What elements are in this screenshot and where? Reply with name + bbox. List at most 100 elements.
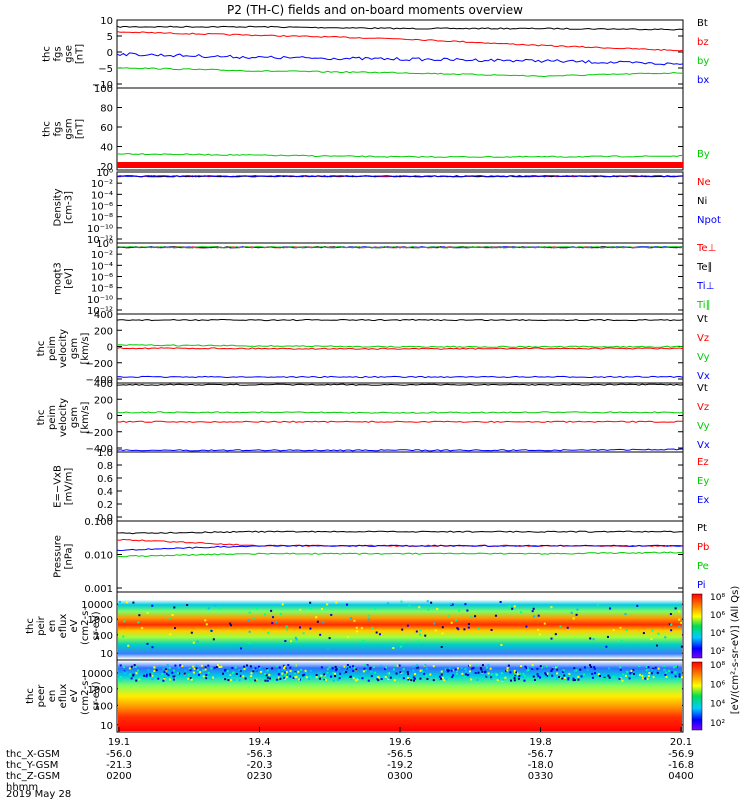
spectrogram-pixel — [514, 671, 517, 674]
spectrogram-pixel — [226, 670, 229, 673]
spectrogram-pixel — [319, 633, 322, 636]
spectrogram-pixel — [641, 676, 644, 679]
spectrogram-pixel — [602, 679, 605, 682]
spectrogram-pixel — [171, 671, 174, 674]
spectrogram-pixel — [174, 664, 177, 667]
ephemeris-value: -16.8 — [668, 760, 694, 771]
y-tick-label: 10⁻⁶ — [91, 202, 113, 213]
spectrogram-pixel — [351, 677, 354, 680]
spectrogram-pixel — [625, 628, 628, 631]
spectrogram-pixel — [284, 640, 287, 643]
spectrogram-pixel — [518, 672, 521, 675]
y-axis-label: en — [47, 690, 58, 703]
spectrogram-pixel — [586, 668, 589, 671]
spectrogram-pixel — [123, 671, 126, 674]
spectrogram-pixel — [168, 678, 171, 681]
y-tick-label: 10⁻¹⁰ — [87, 224, 113, 235]
spectrogram-pixel — [624, 613, 627, 616]
spectrogram-pixel — [652, 676, 655, 679]
spectrogram-pixel — [668, 623, 671, 626]
panel-frame — [116, 19, 684, 89]
y-axis-label: velocity — [58, 329, 69, 368]
spectrogram-pixel — [425, 674, 428, 677]
y-tick-label: 0.2 — [97, 500, 113, 511]
spectrogram-pixel — [650, 672, 653, 675]
spectrogram-pixel — [247, 619, 250, 622]
spectrogram-pixel — [210, 677, 213, 680]
y-tick-label: 60 — [100, 123, 113, 134]
spectrogram-pixel — [345, 671, 348, 674]
spectrogram-pixel — [305, 671, 308, 674]
spectrogram-pixel — [678, 675, 681, 678]
spectrogram-pixel — [583, 673, 586, 676]
colorbar-tick-label: 10² — [710, 647, 725, 657]
spectrogram-pixel — [407, 678, 410, 681]
spectrogram-pixel — [248, 630, 251, 633]
spectrogram-pixel — [563, 674, 566, 677]
spectrogram-pixel — [259, 667, 262, 670]
y-tick-label: 200 — [94, 326, 113, 337]
spectrogram-pixel — [303, 673, 306, 676]
spectrogram-pixel — [656, 671, 659, 674]
spectrogram-pixel — [504, 676, 507, 679]
spectrogram-pixel — [531, 667, 534, 670]
legend-entry: Vz — [697, 402, 709, 413]
spectrogram-pixel — [343, 670, 346, 673]
spectrogram-pixel — [237, 674, 240, 677]
spectrogram-pixel — [573, 667, 576, 670]
spectrogram-pixel — [332, 672, 335, 675]
spectrogram-pixel — [612, 629, 615, 632]
spectrogram-pixel — [168, 617, 171, 620]
spectrogram-pixel — [593, 666, 596, 669]
spectrogram-pixel — [385, 666, 388, 669]
spectrogram-pixel — [252, 668, 255, 671]
spectrogram-pixel — [335, 669, 338, 672]
spectrogram-pixel — [412, 669, 415, 672]
spectrogram-pixel — [465, 667, 468, 670]
spectrogram-pixel — [467, 674, 470, 677]
spectrogram-pixel — [591, 676, 594, 679]
spectrogram-pixel — [196, 672, 199, 675]
spectrogram-pixel — [380, 678, 383, 681]
spectrogram-pixel — [267, 631, 270, 634]
legend-entry: Vx — [697, 371, 710, 382]
legend-entry: Vt — [697, 314, 708, 325]
colorbar-tick-label: 10⁴ — [710, 629, 725, 639]
series-line-bz — [116, 31, 684, 52]
spectrogram-pixel — [416, 666, 419, 669]
spectrogram-pixel — [570, 611, 573, 614]
spectrogram-pixel — [572, 677, 575, 680]
spectrogram-pixel — [606, 635, 609, 638]
y-tick-label: 100 — [94, 701, 113, 712]
spectrogram-pixel — [387, 602, 390, 605]
spectrogram-pixel — [266, 669, 269, 672]
spectrogram-pixel — [500, 643, 503, 646]
spectrogram-pixel — [297, 670, 300, 673]
spectrogram-pixel — [350, 666, 353, 669]
y-axis-label: thc — [36, 410, 47, 426]
spectrogram-pixel — [652, 667, 655, 670]
spectrogram-pixel — [632, 672, 635, 675]
spectrogram-pixel — [398, 675, 401, 678]
spectrogram-pixel — [516, 673, 519, 676]
spectrogram-pixel — [523, 674, 526, 677]
panel-frame — [116, 87, 684, 171]
spectrogram-pixel — [353, 619, 356, 622]
spectrogram-pixel — [210, 667, 213, 670]
spectrogram-pixel — [205, 674, 208, 677]
spectrogram-pixel — [418, 606, 421, 609]
series-line-Vt — [117, 383, 684, 386]
spectrogram-pixel — [302, 632, 305, 635]
spectrogram-pixel — [331, 667, 334, 670]
legend-entry: Vx — [697, 440, 710, 451]
legend-entry: Ey — [697, 476, 709, 487]
spectrogram-pixel — [362, 670, 365, 673]
spectrogram-pixel — [677, 677, 680, 680]
spectrogram-pixel — [315, 674, 318, 677]
series-line-bx — [116, 52, 684, 66]
spectrogram-pixel — [250, 675, 253, 678]
spectrogram-pixel — [607, 674, 610, 677]
spectrogram-pixel — [572, 617, 575, 620]
